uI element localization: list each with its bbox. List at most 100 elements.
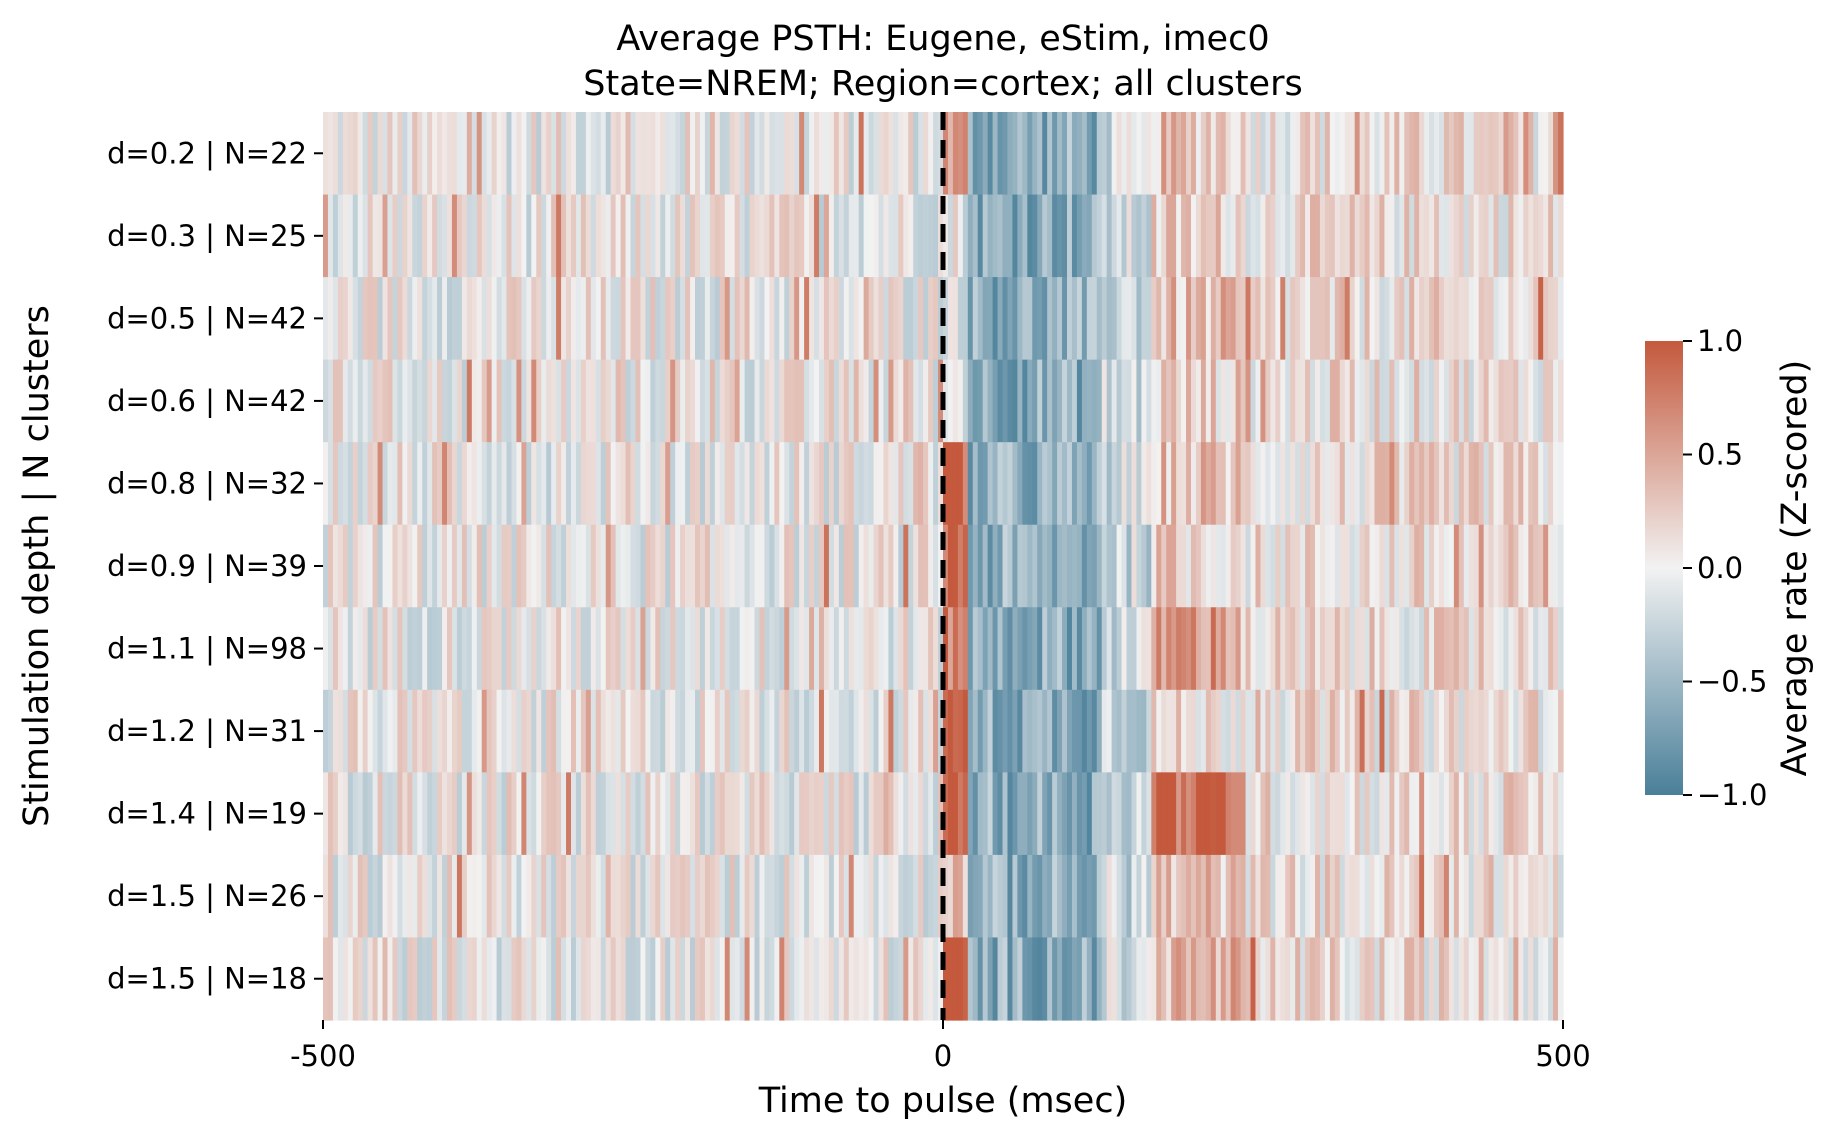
heatmap-cell — [1443, 194, 1450, 278]
heatmap-cell — [566, 112, 572, 196]
heatmap-cell — [486, 442, 493, 526]
heatmap-cell — [1295, 277, 1301, 361]
heatmap-cell — [962, 937, 969, 1021]
heatmap-cell — [794, 194, 800, 278]
heatmap-cell — [580, 937, 587, 1021]
heatmap-cell — [1017, 689, 1023, 773]
heatmap-cell — [575, 524, 582, 608]
heatmap-cell — [1260, 112, 1266, 196]
heatmap-cell — [1369, 854, 1376, 939]
heatmap-cell — [476, 854, 483, 939]
heatmap-cell — [1290, 112, 1296, 196]
heatmap-cell — [943, 854, 949, 939]
heatmap-cell — [1012, 442, 1018, 526]
heatmap-cell — [1558, 854, 1564, 939]
colorbar-tick-label: 0.0 — [1697, 551, 1743, 585]
heatmap-cell — [650, 854, 656, 939]
heatmap-cell — [888, 524, 894, 608]
heatmap-cell — [908, 442, 914, 526]
heatmap-cell — [764, 277, 770, 361]
heatmap-cell — [1513, 524, 1519, 608]
heatmap-cell — [1037, 442, 1043, 526]
heatmap-cell — [1374, 194, 1381, 278]
heatmap-cell — [853, 112, 860, 196]
heatmap-cell — [625, 277, 632, 361]
heatmap-cell — [853, 854, 860, 939]
heatmap-cell — [1210, 937, 1217, 1021]
heatmap-cell — [1225, 442, 1232, 526]
heatmap-cell — [635, 277, 642, 361]
heatmap-cell — [665, 524, 671, 608]
heatmap-cell — [1166, 524, 1172, 608]
heatmap-cell — [1181, 359, 1187, 443]
heatmap-cell — [516, 689, 522, 773]
heatmap-cell — [1076, 937, 1083, 1021]
heatmap-cell — [1518, 937, 1524, 1021]
heatmap-cell — [918, 442, 924, 526]
heatmap-cell — [1399, 689, 1405, 773]
heatmap-cell — [977, 277, 984, 361]
heatmap-cell — [967, 277, 974, 361]
heatmap-cell — [947, 689, 954, 773]
heatmap-cell — [1553, 854, 1559, 939]
heatmap-cell — [660, 524, 666, 608]
heatmap-cell — [625, 442, 632, 526]
heatmap-cell — [342, 689, 349, 773]
heatmap-cell — [655, 854, 661, 939]
heatmap-cell — [828, 442, 835, 526]
heatmap-cell — [516, 772, 522, 856]
heatmap-cell — [1260, 937, 1266, 1021]
heatmap-cell — [466, 524, 473, 608]
heatmap-cell — [1310, 359, 1316, 443]
heatmap-cell — [764, 112, 770, 196]
heatmap-cell — [823, 277, 830, 361]
heatmap-cell — [1379, 359, 1386, 443]
heatmap-cell — [456, 277, 463, 361]
heatmap-cell — [1275, 277, 1281, 361]
heatmap-cell — [804, 937, 810, 1021]
heatmap-cell — [695, 112, 701, 196]
heatmap-cell — [1195, 772, 1202, 856]
heatmap-cell — [769, 112, 775, 196]
heatmap-cell — [655, 277, 661, 361]
heatmap-cell — [1369, 607, 1376, 691]
heatmap-cell — [1032, 854, 1038, 939]
heatmap-cell — [1409, 854, 1415, 939]
heatmap-cell — [595, 359, 602, 443]
heatmap-cell — [347, 194, 354, 278]
colorbar-tick-label: −0.5 — [1697, 665, 1767, 699]
heatmap-cell — [1181, 772, 1187, 856]
heatmap-cell — [1126, 854, 1133, 939]
heatmap-cell — [1334, 772, 1341, 856]
heatmap-cell — [947, 607, 954, 691]
heatmap-cell — [1250, 277, 1257, 361]
heatmap-cell — [670, 937, 676, 1021]
heatmap-cell — [1017, 442, 1023, 526]
heatmap-cell — [1399, 772, 1405, 856]
heatmap-cell — [1389, 112, 1395, 196]
heatmap-cell — [402, 359, 408, 443]
heatmap-cell — [1548, 937, 1554, 1021]
heatmap-cell — [1394, 772, 1400, 856]
heatmap-cell — [1290, 194, 1296, 278]
heatmap-cell — [1017, 277, 1023, 361]
heatmap-cell — [1558, 277, 1564, 361]
heatmap-cell — [1166, 689, 1172, 773]
heatmap-cell — [1017, 359, 1023, 443]
heatmap-cell — [566, 854, 572, 939]
heatmap-cell — [947, 524, 954, 608]
heatmap-cell — [382, 772, 389, 856]
heatmap-cell — [1007, 359, 1014, 443]
heatmap-cell — [967, 854, 974, 939]
heatmap-cell — [397, 854, 403, 939]
heatmap-cell — [1300, 772, 1306, 856]
row-tick-label: d=0.8 | N=32 — [107, 466, 307, 500]
heatmap-cell — [828, 937, 835, 1021]
heatmap-cell — [794, 689, 800, 773]
heatmap-cell — [620, 607, 627, 691]
heatmap-cell — [422, 442, 428, 526]
heatmap-cell — [387, 277, 394, 361]
heatmap-cell — [595, 277, 602, 361]
heatmap-cell — [898, 937, 904, 1021]
heatmap-cell — [427, 442, 433, 526]
